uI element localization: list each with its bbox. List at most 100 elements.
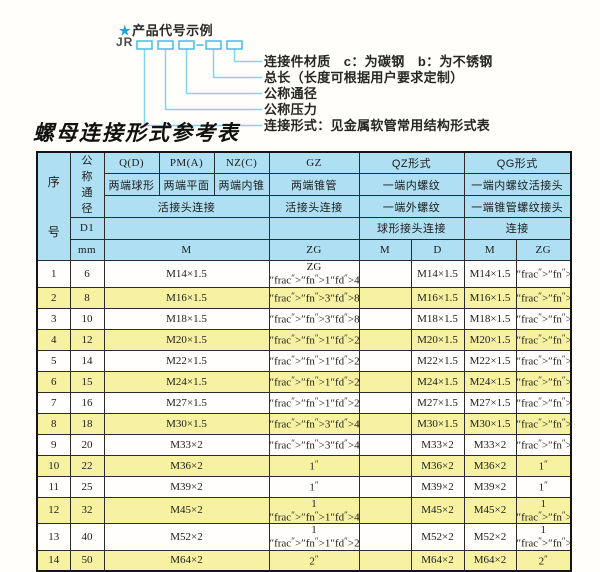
cell-seq: 1 [36,260,71,288]
code-label-length: 总长（长度可根据用户要求定制） [264,70,464,85]
cell-gz-zg: ″frac″>″fn″>1″fd″>2″ [268,391,360,414]
cell-qz-m [358,433,412,456]
cell-dn: 25 [69,475,105,498]
cell-gz-zg: ZG ″frac″>″fn″>1″fd″>4″ [268,260,360,288]
connector-line [143,49,262,127]
cell-m: M22×1.5 [103,349,270,372]
cell-qz-d: M36×2 [410,454,465,477]
cell-qz-m [358,412,412,435]
cell-m: M39×2 [103,475,270,498]
cell-qz-d: M27×1.5 [410,391,465,414]
cell-qg-zg: ″frac″>″fn″>1″fd″>2″ [515,328,572,351]
cell-m: M52×2 [103,523,270,551]
cell-dn: 18 [69,412,105,435]
connector-line [164,49,262,111]
cell-qg-zg: ″frac″>″fn″>3″fd″>8″ [515,286,572,309]
cell-seq: 6 [36,370,71,393]
cell-qg-zg: ″frac″>″fn″>3″fd″>4″ [515,433,572,456]
table-row: 615M24×1.5″frac″>″fn″>1″fd″>2″M24×1.5M24… [36,370,572,393]
header-q: Q(D) [103,151,160,175]
cell-dn: 32 [69,496,105,525]
cell-m: M64×2 [103,549,270,572]
cell-m: M20×1.5 [103,328,270,351]
code-box [205,40,222,50]
cell-qg-m: M18×1.5 [463,307,517,330]
cell-qg-m: M16×1.5 [463,286,517,309]
cell-gz-zg: ″frac″>″fn″>3″fd″>8″ [268,307,360,330]
cell-qz-d: M45×2 [410,496,465,525]
code-box [178,40,195,50]
cell-m: M30×1.5 [103,412,270,435]
table-row: 310M18×1.5″frac″>″fn″>3″fd″>8″M18×1.5M18… [36,307,572,330]
cell-qg-zg: ″frac″>″fn″>3″fd″>4″ [515,412,572,435]
cell-gz-zg: ″frac″>″fn″>1″fd″>2″ [268,328,360,351]
cell-dn: 15 [69,370,105,393]
cell-qz-m [358,260,412,288]
table-row: 818M30×1.5″frac″>″fn″>3″fd″>4″M30×1.5M30… [36,412,572,435]
cell-m: M24×1.5 [103,370,270,393]
header-blank-gz [268,217,360,240]
code-prefix: JR [116,35,134,49]
header-qg-desc1: 一端内螺纹活接头 [463,173,572,197]
cell-qg-zg: ″frac″>″fn″>1″fd″>2″ [515,370,572,393]
nut-connection-reference-table: 序号 公称通径 Q(D) PM(A) NZ(C) GZ QZ形式 QG形式 两端… [36,151,572,572]
header-col-qz-d: D [410,238,465,262]
cell-m: M45×2 [103,496,270,525]
cell-qz-m [358,370,412,393]
header-col-qg-m: M [463,238,517,262]
table-row: 10 22 M36×2 1″ M36×2 M36×2 1″ [36,454,572,477]
cell-seq: 2 [36,286,71,309]
table-row: 514M22×1.5″frac″>″fn″>1″fd″>2″M22×1.5M22… [36,349,572,372]
header-col-qg-zg: ZG [515,238,572,262]
header-blank-m [103,217,270,240]
header-nz-desc: 两端内锥 [213,173,270,197]
cell-qz-d: M22×1.5 [410,349,465,372]
cell-seq: 4 [36,328,71,351]
cell-qg-zg: ″frac″>″fn″>1″fd″>2″ [515,349,572,372]
cell-qz-d: M33×2 [410,433,465,456]
cell-seq: 11 [36,475,71,498]
cell-qg-zg: 1 ″frac″>″fn″>1″fd″>2″ [515,523,572,551]
cell-gz-zg: ″frac″>″fn″>1″fd″>2″ [268,370,360,393]
cell-seq: 14 [36,549,71,572]
cell-qg-zg: 1 ″frac″>″fn″>1″fd″>4″ [515,496,572,525]
connector-line [185,49,262,95]
cell-dn: 40 [69,523,105,551]
cell-dn: 6 [69,260,105,288]
cell-dn: 20 [69,433,105,456]
header-qz-connection: 球形接头连接 [358,217,465,240]
header-qz-desc1: 一端内螺纹 [358,173,465,197]
cell-qz-m [358,286,412,309]
connector-line [212,49,262,79]
header-qz-desc2: 一端外螺纹 [358,195,465,218]
cell-qg-zg: ″frac″>″fn″>1″fd″>4″ [515,260,572,288]
diagram-heading: ★产品代号示例 [119,20,213,39]
cell-m: M27×1.5 [103,391,270,414]
code-box [226,40,243,50]
header-gz-desc: 两端锥管 [268,173,360,197]
cell-qz-d: M52×2 [410,523,465,551]
cell-m: M14×1.5 [103,260,270,288]
cell-qz-m [358,475,412,498]
cell-gz-zg: ″frac″>″fn″>3″fd″>8″ [268,286,360,309]
cell-qz-m [358,328,412,351]
cell-qz-d: M14×1.5 [410,260,465,288]
product-code-connector-diagram [136,40,262,127]
cell-gz-zg: 1 ″frac″>″fn″>1″fd″>4″ [268,496,360,525]
cell-seq: 3 [36,307,71,330]
cell-dn: 22 [69,454,105,477]
cell-dn: 14 [69,349,105,372]
header-qz: QZ形式 [358,151,465,175]
cell-qg-zg: 2″ [515,549,572,572]
cell-qz-d: M64×2 [410,549,465,572]
cell-qz-d: M16×1.5 [410,286,465,309]
header-unit-mm: mm [69,238,105,262]
cell-qg-m: M20×1.5 [463,328,517,351]
cell-dn: 12 [69,328,105,351]
cell-qz-m [358,307,412,330]
table-row: 920M33×2″frac″>″fn″>3″fd″>4″M33×2M33×2″f… [36,433,572,456]
